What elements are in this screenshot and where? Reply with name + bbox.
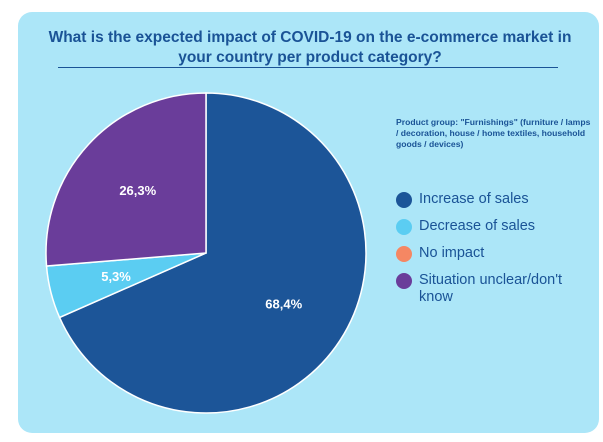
legend-swatch-icon xyxy=(396,219,412,235)
legend-label: No impact xyxy=(419,245,485,261)
legend-item-increase-of-sales: Increase of sales xyxy=(396,191,596,208)
legend-swatch-icon xyxy=(396,273,412,289)
legend-label: Increase of sales xyxy=(419,191,529,207)
title-divider xyxy=(58,67,558,68)
pie-slice-increase-of-sales xyxy=(58,92,367,414)
legend-item-decrease-of-sales: Decrease of sales xyxy=(396,218,596,235)
product-group-note: Product group: "Furnishings" (furniture … xyxy=(396,117,591,149)
slice-label-increase-of-sales: 68,4% xyxy=(265,297,302,312)
slice-label-decrease-of-sales: 5,3% xyxy=(101,269,131,284)
legend: Increase of sales Decrease of sales No imp… xyxy=(396,191,596,316)
chart-title: What is the expected impact of COVID-19 … xyxy=(48,29,572,66)
legend-item-no-impact: No impact xyxy=(396,245,596,262)
slice-label-situation-unclear-don-t-know: 26,3% xyxy=(119,183,156,198)
pie-slice-situation-unclear-don-t-know xyxy=(45,92,207,267)
legend-item-situation-unclear-don-t-know: Situation unclear/don't know xyxy=(396,272,596,306)
legend-swatch-icon xyxy=(396,192,412,208)
legend-label: Situation unclear/don't know xyxy=(419,272,563,305)
legend-swatch-icon xyxy=(396,246,412,262)
legend-label: Decrease of sales xyxy=(419,218,536,234)
